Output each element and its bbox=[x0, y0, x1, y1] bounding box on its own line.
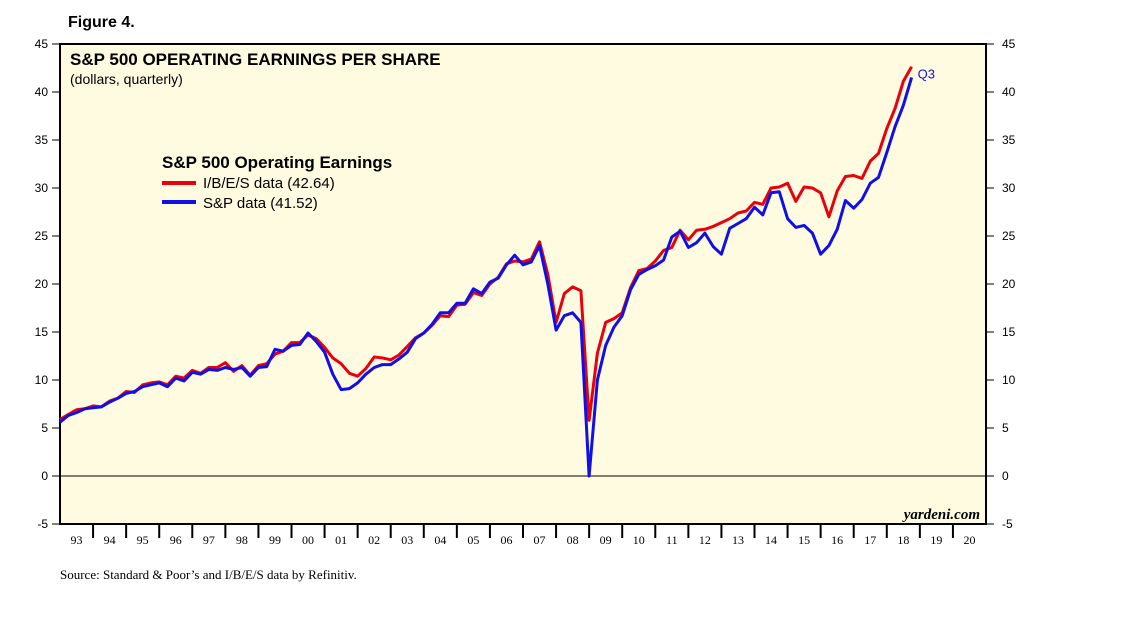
x-tick-label: 19 bbox=[930, 533, 942, 547]
y-tick-label-left: 15 bbox=[35, 325, 49, 339]
legend-title: S&P 500 Operating Earnings bbox=[162, 153, 392, 172]
legend-label-ibes: I/B/E/S data (42.64) bbox=[203, 175, 335, 192]
y-tick-label-left: 25 bbox=[35, 229, 49, 243]
x-tick-label: 13 bbox=[732, 533, 744, 547]
y-tick-label-right: 30 bbox=[1002, 181, 1016, 195]
legend-label-sp: S&P data (41.52) bbox=[203, 195, 318, 212]
series-line-sp bbox=[59, 76, 914, 478]
y-tick-label-right: 0 bbox=[1002, 469, 1009, 483]
y-tick-label-right: 25 bbox=[1002, 229, 1016, 243]
y-tick-label-right: 40 bbox=[1002, 85, 1016, 99]
x-tick-label: 99 bbox=[269, 533, 281, 547]
chart-subtitle: (dollars, quarterly) bbox=[70, 71, 183, 87]
x-tick-label: 97 bbox=[203, 533, 215, 547]
y-tick-label-left: 5 bbox=[41, 421, 48, 435]
x-tick-label: 98 bbox=[236, 533, 248, 547]
y-tick-label-right: -5 bbox=[1002, 517, 1013, 531]
plot-area bbox=[59, 43, 987, 525]
x-tick-label: 09 bbox=[600, 533, 612, 547]
x-tick-label: 02 bbox=[368, 533, 380, 547]
y-tick-label-right: 5 bbox=[1002, 421, 1009, 435]
x-tick-label: 15 bbox=[798, 533, 810, 547]
figure-label: Figure 4. bbox=[68, 14, 135, 31]
y-tick-label-left: 40 bbox=[35, 85, 49, 99]
x-tick-label: 93 bbox=[71, 533, 83, 547]
source-note: Source: Standard & Poor’s and I/B/E/S da… bbox=[60, 567, 357, 582]
series-group bbox=[59, 65, 914, 478]
chart-title: S&P 500 OPERATING EARNINGS PER SHARE bbox=[70, 50, 441, 69]
x-tick-label: 95 bbox=[137, 533, 149, 547]
x-tick-label: 10 bbox=[633, 533, 645, 547]
y-tick-label-left: 45 bbox=[35, 37, 49, 51]
x-tick-label: 16 bbox=[831, 533, 843, 547]
y-tick-label-right: 45 bbox=[1002, 37, 1016, 51]
x-tick-label: 96 bbox=[170, 533, 182, 547]
y-tick-label-left: 35 bbox=[35, 133, 49, 147]
left-y-axis: -5 0 5 10 15 20 25 30 35 40 45 bbox=[35, 37, 60, 531]
x-tick-label: 04 bbox=[434, 533, 446, 547]
x-tick-label: 94 bbox=[104, 533, 116, 547]
x-tick-label: 14 bbox=[765, 533, 777, 547]
x-tick-label: 20 bbox=[963, 533, 975, 547]
y-tick-label-right: 20 bbox=[1002, 277, 1016, 291]
y-tick-label-left: 20 bbox=[35, 277, 49, 291]
y-tick-label-right: 15 bbox=[1002, 325, 1016, 339]
y-tick-label-right: 35 bbox=[1002, 133, 1016, 147]
x-tick-label: 12 bbox=[699, 533, 711, 547]
x-tick-label: 08 bbox=[567, 533, 579, 547]
x-tick-label: 18 bbox=[897, 533, 909, 547]
y-tick-label-right: 10 bbox=[1002, 373, 1016, 387]
x-tick-label: 11 bbox=[666, 533, 678, 547]
legend: S&P 500 Operating Earnings I/B/E/S data … bbox=[162, 153, 392, 212]
x-tick-label: 17 bbox=[864, 533, 876, 547]
x-tick-label: 05 bbox=[467, 533, 479, 547]
x-tick-label: 00 bbox=[302, 533, 314, 547]
q3-annotation: Q3 bbox=[918, 67, 935, 82]
watermark: yardeni.com bbox=[902, 507, 980, 523]
x-axis: 93 94 95 96 97 98 99 00 01 02 03 04 05 06 07 08 09 10 11 12… bbox=[71, 524, 975, 547]
y-tick-label-left: -5 bbox=[37, 517, 48, 531]
y-tick-label-left: 0 bbox=[41, 469, 48, 483]
x-tick-label: 06 bbox=[500, 533, 512, 547]
x-tick-label: 01 bbox=[335, 533, 347, 547]
x-tick-label: 03 bbox=[401, 533, 413, 547]
x-tick-label: 07 bbox=[534, 533, 546, 547]
right-y-axis: -5 0 5 10 15 20 25 30 35 40 45 bbox=[986, 37, 1016, 531]
y-tick-label-left: 30 bbox=[35, 181, 49, 195]
y-tick-label-left: 10 bbox=[35, 373, 49, 387]
